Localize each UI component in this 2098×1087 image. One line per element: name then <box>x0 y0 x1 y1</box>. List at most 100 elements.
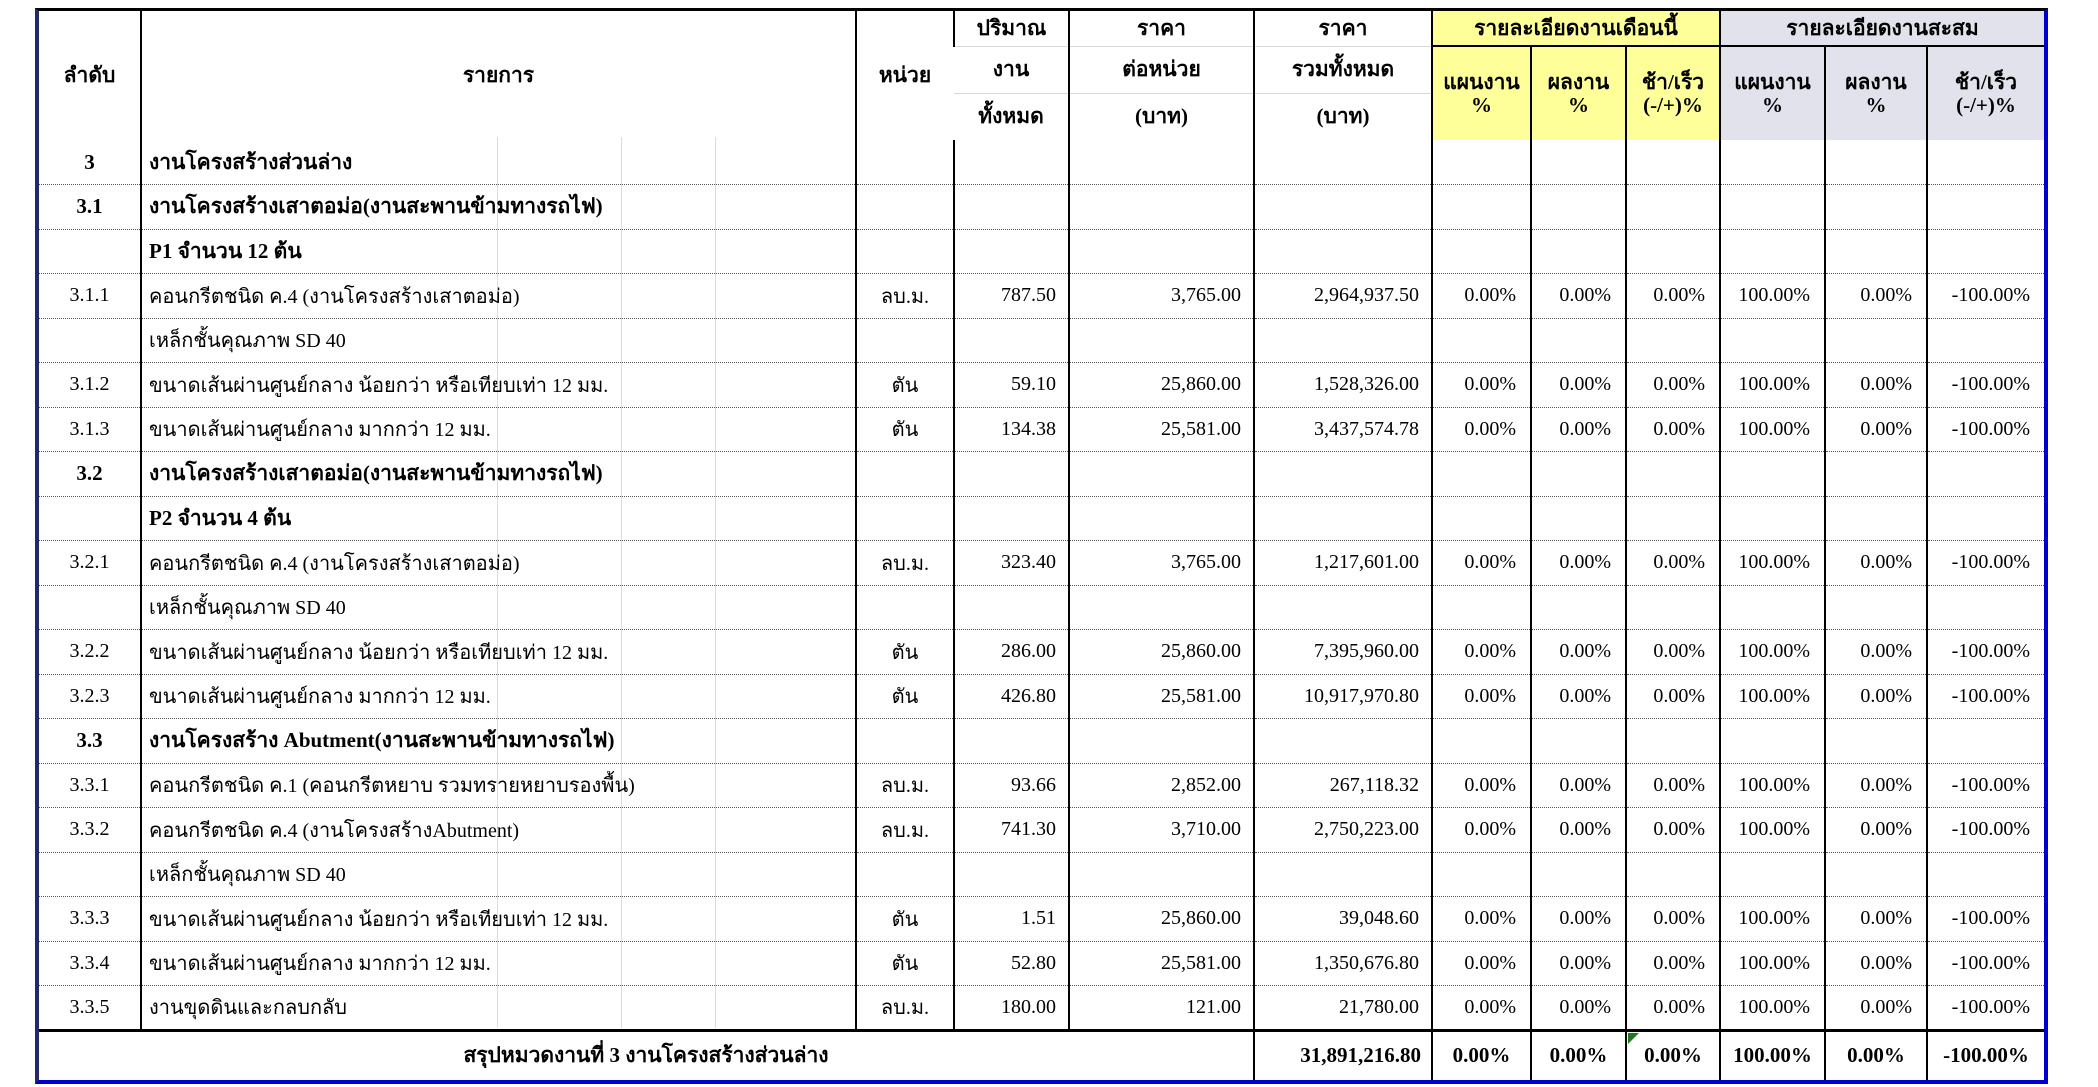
cell-unit: ตัน <box>855 674 954 719</box>
cell-cum-actual: 0.00% <box>1824 763 1927 808</box>
cell-unit-price: 3,765.00 <box>1068 273 1254 319</box>
cell-no: 3.1.2 <box>39 362 141 408</box>
cell-item: ขนาดเส้นผ่านศูนย์กลาง มากกว่า 12 มม. <box>140 674 856 719</box>
cell-cum-actual: 0.00% <box>1824 896 1927 942</box>
cell-month-plan: 0.00% <box>1431 896 1531 942</box>
cell-cum-actual: 0.00% <box>1824 407 1927 452</box>
cell-unit: ตัน <box>855 629 954 675</box>
cell-cum-actual <box>1824 184 1927 230</box>
cell-total-price <box>1253 140 1432 185</box>
cell-cum-plan: 100.00% <box>1719 985 1825 1031</box>
cell-cum-plan: 100.00% <box>1719 540 1825 586</box>
cell-cum-plan <box>1719 718 1825 764</box>
cell-qty: 426.80 <box>953 674 1069 719</box>
cell-cum-diff: -100.00% <box>1926 362 2044 408</box>
cell-cum-actual <box>1824 496 1927 541</box>
cell-cum-actual: 0.00% <box>1824 540 1927 586</box>
summary-month-actual: 0.00% <box>1530 1028 1626 1080</box>
cell-cum-plan <box>1719 229 1825 274</box>
header-cum-plan: แผนงาน % <box>1719 46 1825 140</box>
cell-total-price: 1,528,326.00 <box>1253 362 1432 408</box>
cell-month-diff <box>1625 229 1720 274</box>
cell-month-actual: 0.00% <box>1530 985 1626 1031</box>
cell-month-actual <box>1530 451 1626 497</box>
cell-no: 3.2.1 <box>39 540 141 586</box>
cell-total-price <box>1253 451 1432 497</box>
cell-qty <box>953 718 1069 764</box>
table-header: ลำดับ รายการ หน่วย ปริมาณ ราคา ราคา รายล… <box>39 11 2044 140</box>
cell-no <box>39 585 141 630</box>
summary-total-price: 31,891,216.80 <box>1253 1028 1432 1080</box>
cell-cum-diff <box>1926 718 2044 764</box>
cell-month-plan: 0.00% <box>1431 941 1531 986</box>
header-group-month: รายละเอียดงานเดือนนี้ <box>1431 11 1720 47</box>
cell-total-price: 2,964,937.50 <box>1253 273 1432 319</box>
cell-cum-plan <box>1719 852 1825 897</box>
header-month-actual: ผลงาน % <box>1530 46 1626 140</box>
cell-month-diff: 0.00% <box>1625 407 1720 452</box>
cell-qty: 180.00 <box>953 985 1069 1031</box>
table-row: 3.1.2 ขนาดเส้นผ่านศูนย์กลาง น้อยกว่า หรือ… <box>39 362 2044 408</box>
cell-cum-plan <box>1719 496 1825 541</box>
cell-no: 3.1.3 <box>39 407 141 452</box>
cell-unit: ลบ.ม. <box>855 540 954 586</box>
cell-month-plan: 0.00% <box>1431 540 1531 586</box>
header-unit-price-line1: ราคา <box>1068 11 1254 46</box>
table-row: 3.2 งานโครงสร้างเสาตอม่อ(งานสะพานข้ามทางร… <box>39 451 2044 497</box>
cell-cum-actual: 0.00% <box>1824 362 1927 408</box>
table-row: 3.2.3 ขนาดเส้นผ่านศูนย์กลาง มากกว่า 12 มม… <box>39 674 2044 719</box>
cell-month-plan <box>1431 229 1531 274</box>
cell-total-price: 1,350,676.80 <box>1253 941 1432 986</box>
cell-month-actual: 0.00% <box>1530 674 1626 719</box>
cell-qty: 59.10 <box>953 362 1069 408</box>
cell-no: 3.3.3 <box>39 896 141 942</box>
cell-month-diff: 0.00% <box>1625 941 1720 986</box>
cell-month-actual: 0.00% <box>1530 273 1626 319</box>
cell-total-price <box>1253 585 1432 630</box>
cell-no: 3.3 <box>39 718 141 764</box>
cell-month-actual <box>1530 229 1626 274</box>
cell-item: P1 จำนวน 12 ต้น <box>140 229 856 274</box>
cell-cum-plan <box>1719 585 1825 630</box>
table-row: เหล็กชั้นคุณภาพ SD 40 <box>39 318 2044 363</box>
cell-month-diff: 0.00% <box>1625 763 1720 808</box>
cell-cum-actual <box>1824 585 1927 630</box>
cell-cum-plan <box>1719 140 1825 185</box>
cell-item: งานขุดดินและกลบกลับ <box>140 985 856 1031</box>
cell-month-diff: 0.00% <box>1625 674 1720 719</box>
cell-unit-price <box>1068 852 1254 897</box>
cell-total-price: 1,217,601.00 <box>1253 540 1432 586</box>
cell-cum-diff: -100.00% <box>1926 985 2044 1031</box>
cell-unit-price <box>1068 184 1254 230</box>
cell-month-plan <box>1431 718 1531 764</box>
table-row: 3.2.1 คอนกรีตชนิด ค.4 (งานโครงสร้างเสาตอม… <box>39 540 2044 586</box>
cell-qty <box>953 496 1069 541</box>
cell-cum-plan: 100.00% <box>1719 362 1825 408</box>
cell-month-diff: 0.00% <box>1625 540 1720 586</box>
header-unit-price-line3: (บาท) <box>1068 92 1254 140</box>
cell-cum-diff: -100.00% <box>1926 540 2044 586</box>
table-row: 3 งานโครงสร้างส่วนล่าง <box>39 140 2044 185</box>
cell-unit <box>855 585 954 630</box>
cell-unit-price: 25,860.00 <box>1068 629 1254 675</box>
cell-unit-price: 25,581.00 <box>1068 674 1254 719</box>
table-row: 3.3 งานโครงสร้าง Abutment(งานสะพานข้ามทาง… <box>39 718 2044 764</box>
table-row: 3.2.2 ขนาดเส้นผ่านศูนย์กลาง น้อยกว่า หรือ… <box>39 629 2044 675</box>
cell-month-plan <box>1431 585 1531 630</box>
cell-qty <box>953 585 1069 630</box>
table-row: 3.3.5 งานขุดดินและกลบกลับ ลบ.ม. 180.00 121.0… <box>39 985 2044 1031</box>
cell-cum-plan: 100.00% <box>1719 763 1825 808</box>
cell-month-diff <box>1625 718 1720 764</box>
header-total-price-line2: รวมทั้งหมด <box>1253 45 1432 93</box>
cell-month-diff: 0.00% <box>1625 807 1720 853</box>
cell-unit: ลบ.ม. <box>855 763 954 808</box>
cell-month-diff <box>1625 585 1720 630</box>
cell-cum-plan: 100.00% <box>1719 273 1825 319</box>
cell-qty: 741.30 <box>953 807 1069 853</box>
table-row: 3.1 งานโครงสร้างเสาตอม่อ(งานสะพานข้ามทางร… <box>39 184 2044 230</box>
cell-qty <box>953 140 1069 185</box>
cell-unit-price: 121.00 <box>1068 985 1254 1031</box>
cell-month-plan <box>1431 318 1531 363</box>
cell-month-actual <box>1530 496 1626 541</box>
header-no: ลำดับ <box>63 63 116 87</box>
